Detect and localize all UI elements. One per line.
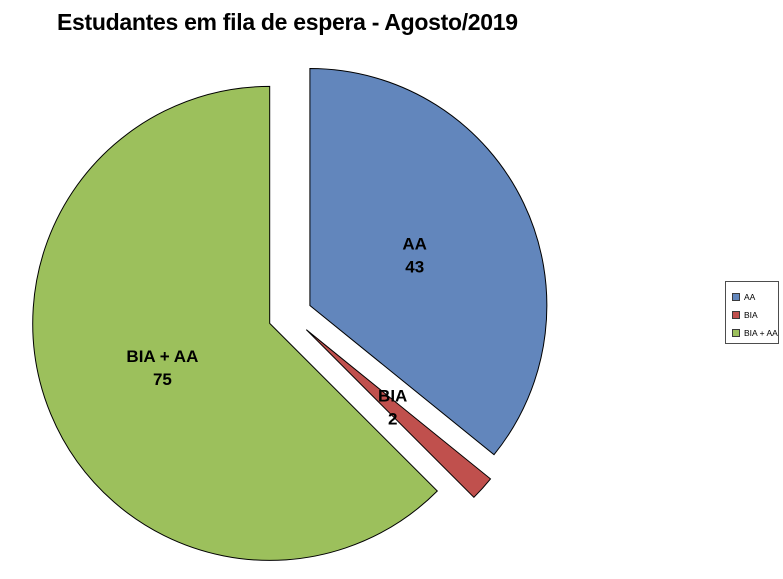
legend-item-bia-aa[interactable]: BIA + AA [732,324,778,341]
legend-label-bia: BIA [744,309,758,320]
legend: AA BIA BIA + AA [725,281,779,344]
pie-label-bia-aa-value: 75 [153,370,172,389]
pie-label-bia-aa-name: BIA + AA [126,347,198,366]
legend-item-aa[interactable]: AA [732,288,778,305]
pie-label-aa-name: AA [402,235,427,254]
pie-slice-aa[interactable] [309,67,548,456]
chart-title: Estudantes em fila de espera - Agosto/20… [57,9,518,35]
pie-label-bia-name: BIA [378,386,407,405]
pie-label-aa-value: 43 [405,258,424,277]
legend-label-aa: AA [744,291,756,302]
pie-slice-bia[interactable] [305,329,492,499]
legend-item-bia[interactable]: BIA [732,306,778,323]
legend-label-bia-aa: BIA + AA [744,327,778,338]
legend-swatch-bia [732,310,740,319]
legend-swatch-aa [732,292,740,301]
legend-swatch-bia-aa [732,328,740,337]
pie-slice-bia-aa[interactable] [32,85,439,561]
pie-label-bia-value: 2 [388,409,397,428]
